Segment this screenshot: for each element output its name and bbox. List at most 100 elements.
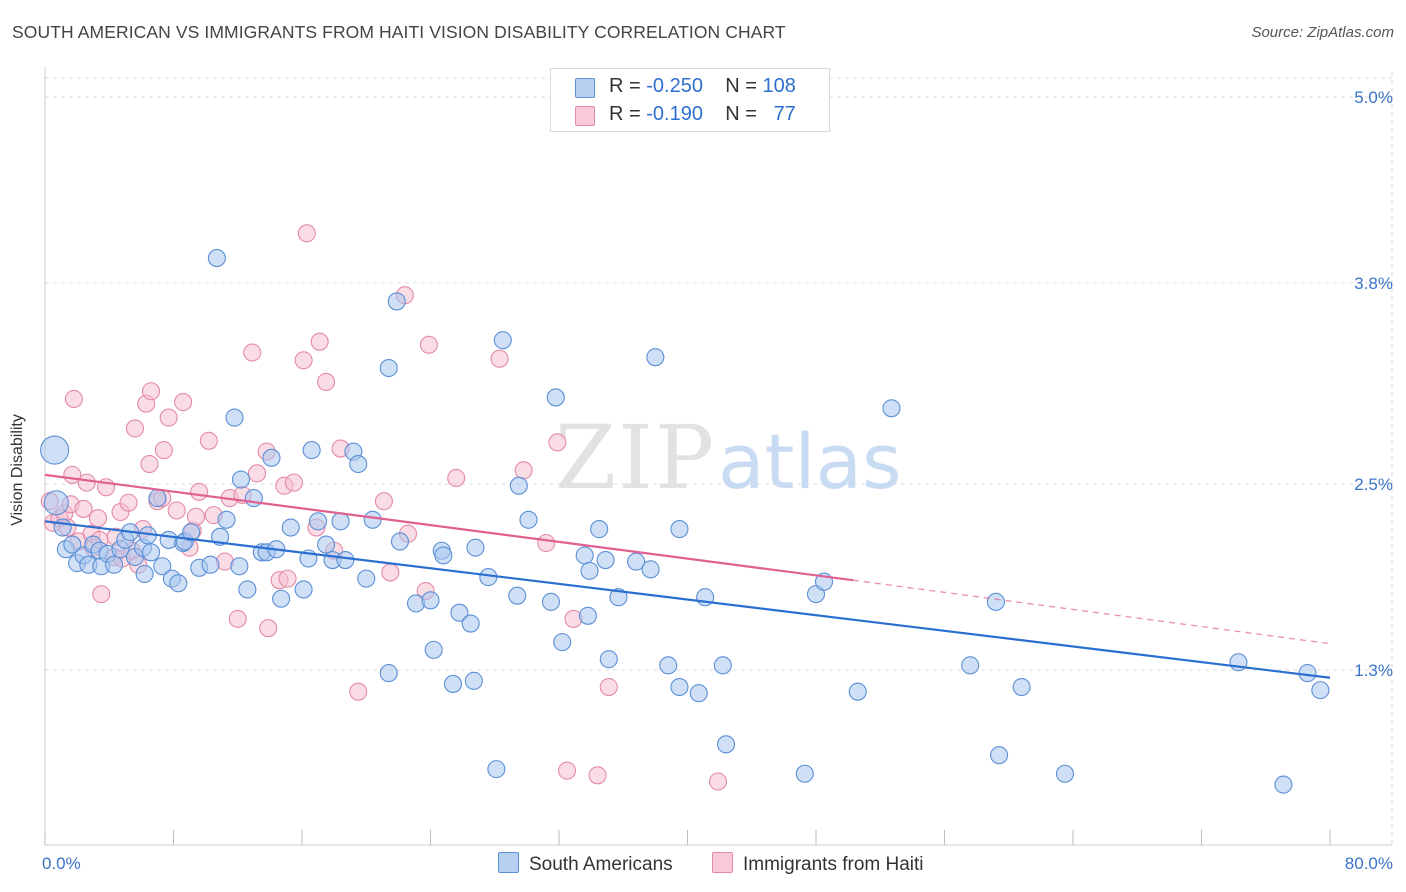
watermark-zip: ZIP [555, 406, 716, 509]
haiti-point [537, 533, 556, 553]
south-american-point [53, 518, 72, 537]
haiti-point [297, 224, 316, 243]
south-american-point [272, 589, 291, 608]
haiti-point [284, 473, 304, 492]
south-american-point [357, 569, 376, 588]
south-american-point [434, 546, 453, 565]
south-american-point [450, 603, 469, 622]
south-american-point [443, 674, 463, 693]
south-american-point [238, 580, 257, 599]
south-american-point [882, 399, 901, 418]
haiti-point [548, 433, 567, 452]
haiti-point [278, 569, 297, 588]
haiti-point [374, 492, 393, 511]
south-american-point [659, 656, 678, 675]
south-american-point [230, 557, 249, 576]
haiti-point [159, 408, 178, 427]
south-american-point [464, 671, 483, 690]
haiti-point [167, 501, 186, 520]
haiti-point [199, 431, 218, 450]
south-american-point [689, 684, 708, 703]
south-american-point [599, 650, 618, 669]
south-american-point [487, 760, 506, 779]
haiti-trend-line-extension [852, 579, 1331, 645]
haiti-point [119, 493, 138, 512]
haiti-point [141, 382, 161, 401]
watermark: ZIP atlas [555, 406, 902, 509]
haiti-point [243, 343, 262, 362]
south-american-point [670, 520, 689, 539]
south-american-point [509, 476, 528, 495]
legend-n-value: 108 [762, 75, 796, 97]
south-american-point [546, 388, 565, 407]
south-american-point [153, 557, 172, 576]
south-american-point [519, 510, 538, 529]
haiti-point [447, 468, 466, 488]
haiti-point [186, 507, 206, 526]
haiti-point [310, 332, 329, 351]
y-tick-label: 1.3% [1354, 661, 1393, 680]
south-american-point [231, 470, 251, 489]
legend-r-value: -0.250 [646, 75, 703, 97]
south-american-point [105, 555, 124, 574]
south-american-point [262, 448, 281, 467]
south-american-point [244, 489, 263, 508]
south-american-point [281, 518, 300, 537]
south-american-point [317, 535, 336, 554]
south-american-point [331, 512, 350, 531]
south-american-point [207, 249, 226, 268]
haiti-point [588, 766, 607, 785]
south-american-point [670, 677, 689, 697]
haiti-point [514, 461, 533, 480]
bottom-legend-south-american: South Americans [498, 852, 673, 876]
haiti-trend-line [44, 473, 854, 582]
haiti-point [74, 499, 93, 518]
south-american-point [141, 543, 161, 562]
haiti-point [92, 585, 111, 604]
series-south-american-points [40, 249, 1330, 794]
south-american-point [627, 552, 646, 571]
south-american-point [363, 510, 382, 529]
south-american-point [201, 555, 220, 574]
south-american-point [1298, 664, 1317, 683]
legend-n-value: 77 [773, 103, 796, 125]
haiti-point [190, 482, 209, 501]
x-tick-label: 80.0% [1345, 854, 1393, 873]
south-american-point [40, 435, 70, 465]
tick-labels: 1.3% 2.5% 3.8% 5.0% 0.0% 80.0% [42, 88, 1393, 873]
haiti-point [64, 389, 83, 409]
south-american-point [302, 441, 321, 460]
haiti-point [125, 419, 144, 438]
haiti-point [490, 349, 509, 368]
haiti-point [88, 509, 108, 528]
south-american-point [553, 633, 572, 652]
source-label: Source: ZipAtlas.com [1251, 24, 1394, 41]
haiti-point [259, 619, 278, 638]
haiti-point [317, 372, 336, 392]
trend-lines [44, 473, 1331, 679]
south-american-point [135, 564, 154, 584]
south-american-point [1274, 775, 1293, 794]
south-american-trend-line [44, 520, 1331, 679]
south-american-point [580, 561, 599, 580]
south-american-point [578, 606, 597, 625]
south-american-point [217, 510, 236, 529]
haiti-point [381, 563, 400, 582]
y-tick-label: 2.5% [1354, 475, 1393, 494]
legend-r-label: R = [609, 103, 641, 125]
south-american-point [43, 490, 69, 516]
south-american-point [225, 408, 244, 427]
south-american-point [182, 523, 201, 542]
south-american-point [421, 591, 440, 610]
haiti-point [708, 772, 728, 791]
south-american-point [609, 588, 628, 607]
south-american-point [148, 489, 167, 508]
bottom-legend-haiti: Immigrants from Haiti [712, 852, 924, 876]
south-american-point [795, 764, 814, 783]
south-american-point [336, 550, 355, 570]
south-american-point [466, 538, 485, 557]
bottom-legend-label: Immigrants from Haiti [743, 854, 924, 875]
south-american-point [848, 682, 867, 701]
legend-swatch-blue [575, 78, 595, 98]
